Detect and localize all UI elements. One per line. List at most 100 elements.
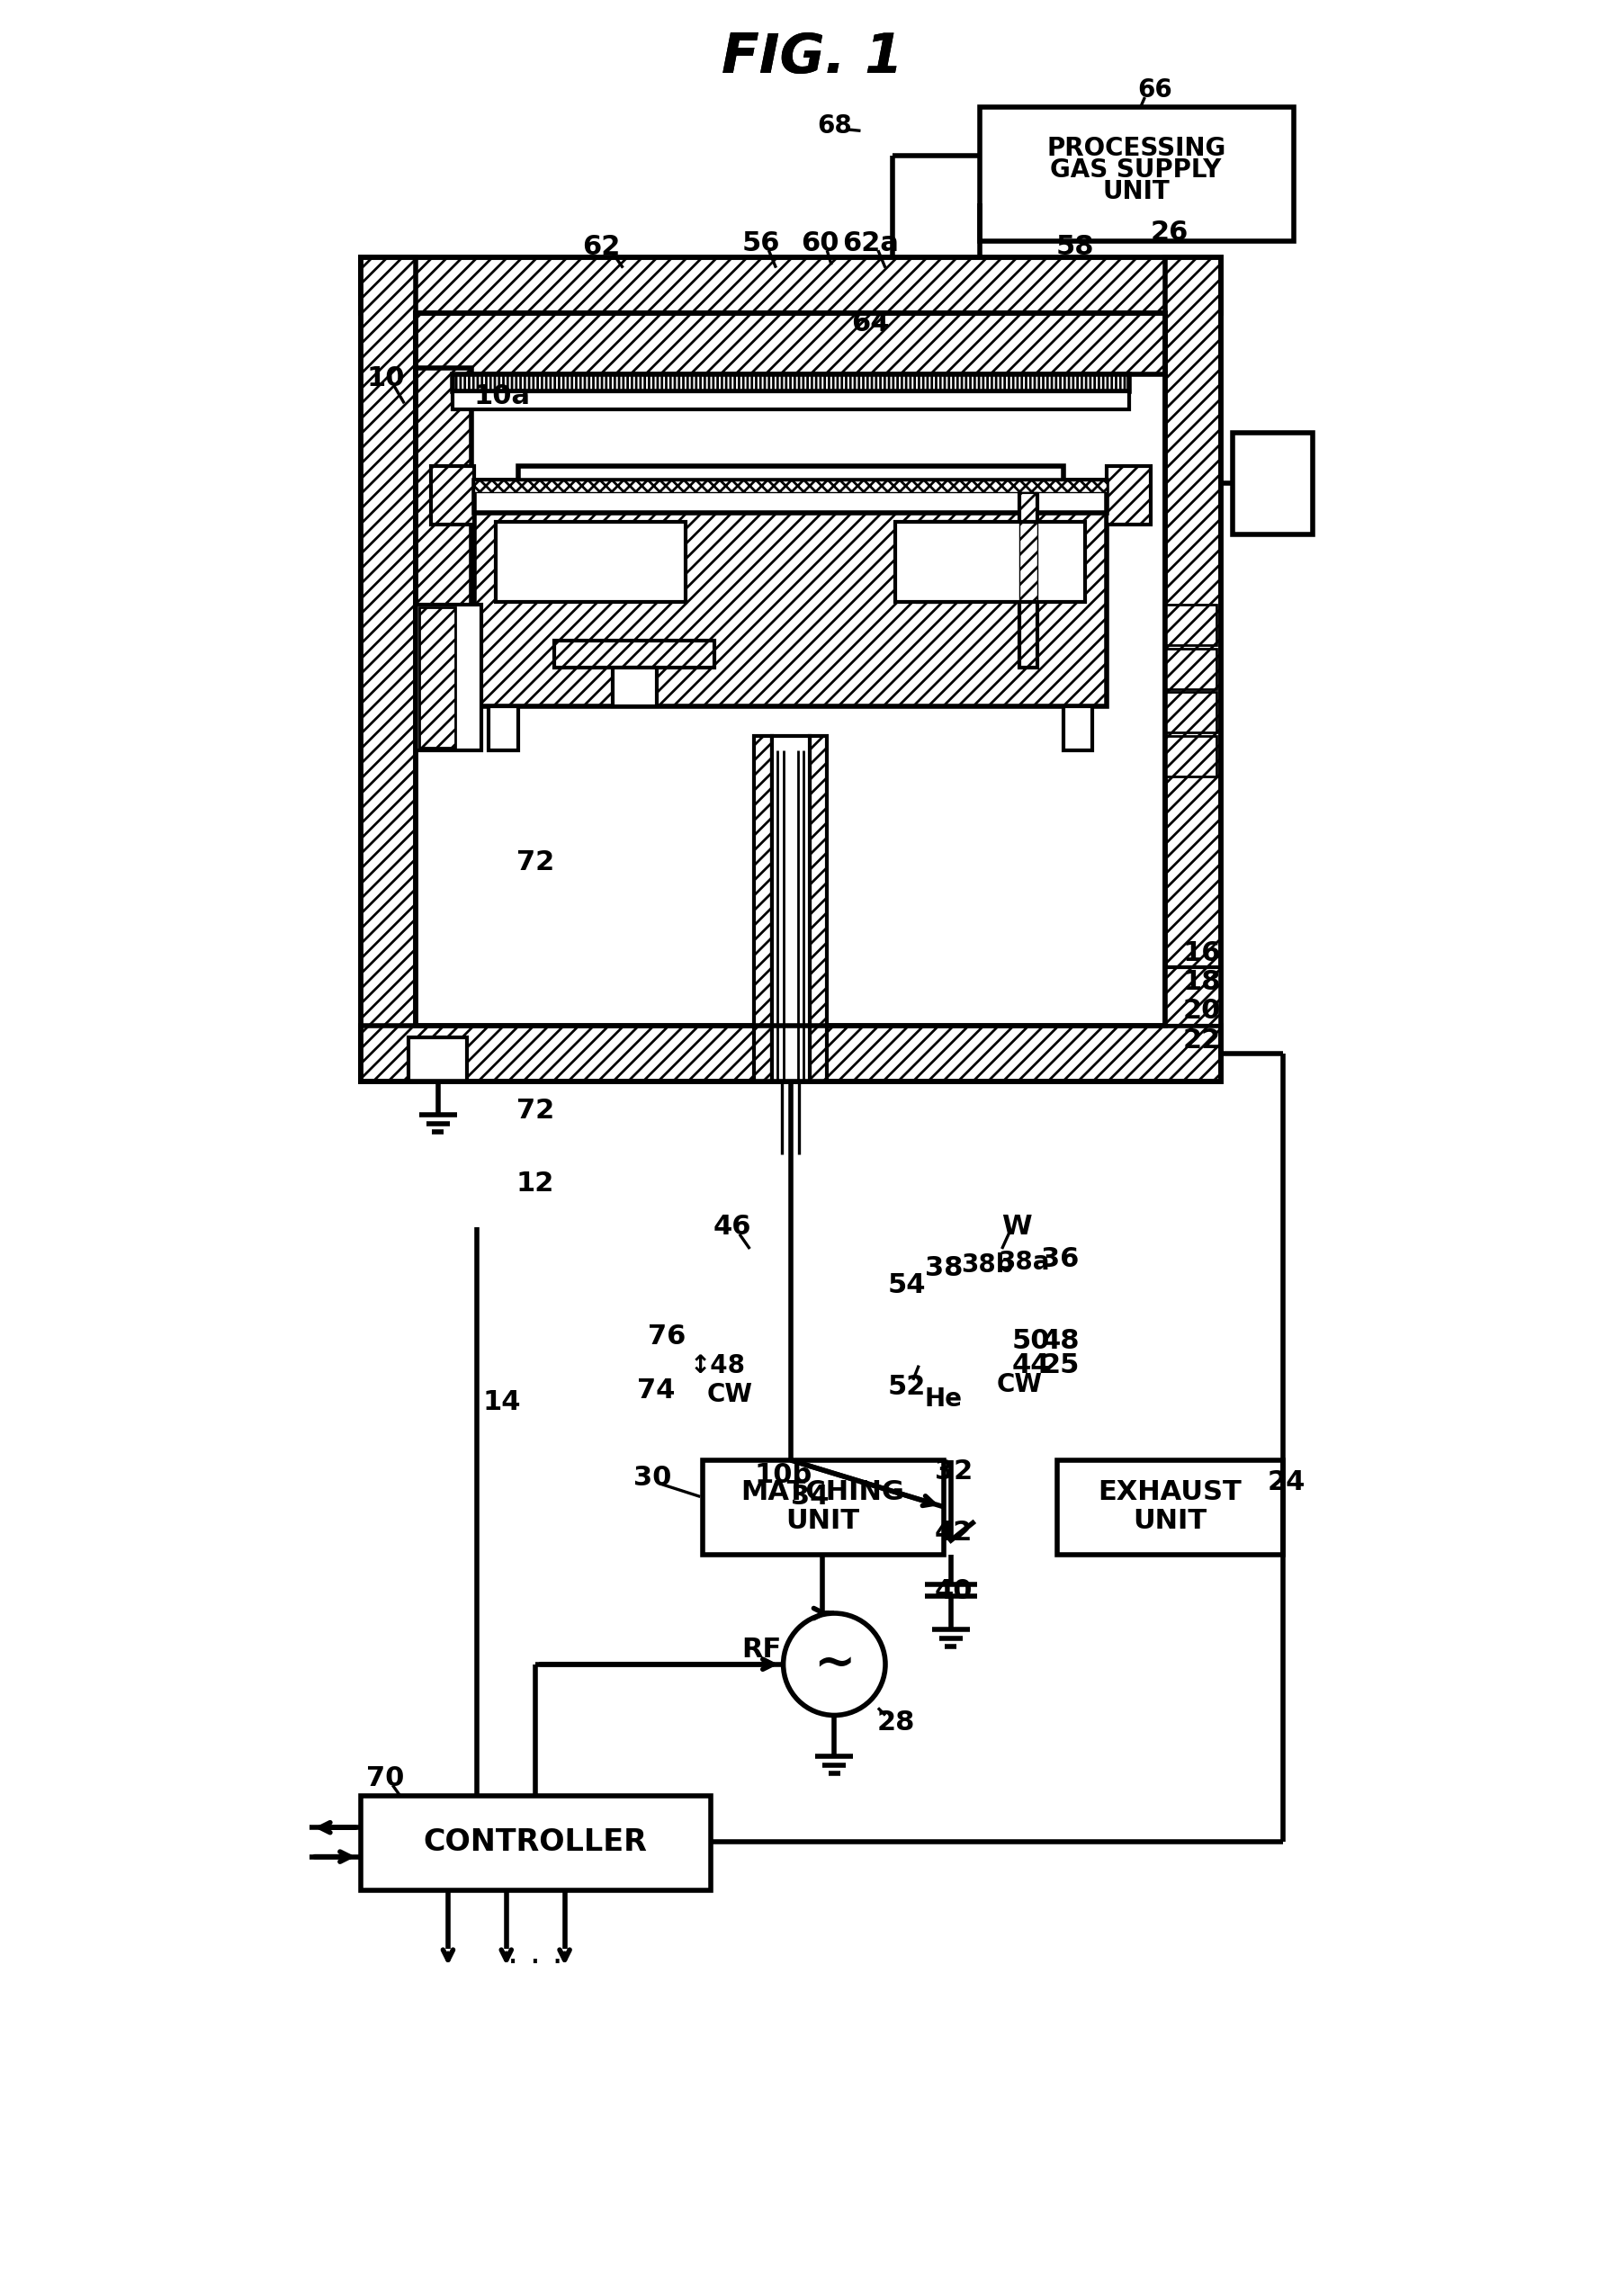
Text: 76: 76 [648, 1324, 685, 1349]
Text: 12: 12 [516, 1169, 554, 1196]
Text: FIG. 1: FIG. 1 [721, 32, 903, 84]
Bar [918, 522, 961, 602]
Text: 70: 70 [365, 1764, 404, 1791]
Text: 72: 72 [516, 850, 554, 875]
Text: W: W [1000, 1215, 1031, 1240]
Bar [416, 312, 1164, 1026]
Text: 34: 34 [789, 1484, 828, 1509]
Text: 46: 46 [713, 1215, 750, 1240]
Text: 16: 16 [1182, 939, 1220, 966]
Bar [489, 706, 518, 750]
Text: 74: 74 [637, 1377, 676, 1404]
Bar [1164, 969, 1220, 1026]
Text: 26: 26 [1150, 219, 1189, 246]
Text: 18: 18 [1182, 969, 1220, 996]
Text: 24: 24 [1267, 1470, 1304, 1495]
Bar [361, 1796, 710, 1889]
Bar [1164, 693, 1215, 734]
Bar [416, 604, 481, 750]
Text: ~: ~ [814, 1641, 854, 1689]
Bar [416, 312, 1164, 374]
Text: CW: CW [996, 1372, 1043, 1397]
Text: 56: 56 [742, 230, 780, 255]
Bar [451, 374, 1129, 392]
Text: 40: 40 [934, 1579, 973, 1604]
Bar [474, 481, 1106, 706]
Bar [361, 1026, 1220, 1080]
Text: 10b: 10b [754, 1461, 812, 1488]
Text: PROCESSING: PROCESSING [1046, 137, 1224, 162]
Text: 38b: 38b [960, 1251, 1013, 1279]
Text: 44: 44 [1012, 1351, 1049, 1379]
Bar [979, 107, 1293, 242]
Text: 68: 68 [817, 114, 851, 139]
Text: · · ·: · · · [507, 1946, 564, 1980]
Bar [361, 258, 1220, 312]
Text: RF: RF [741, 1636, 781, 1664]
Bar [809, 736, 827, 1080]
Text: 52: 52 [888, 1374, 926, 1399]
Text: 42: 42 [934, 1520, 973, 1545]
Text: 22: 22 [1182, 1028, 1220, 1053]
Text: 25: 25 [1041, 1351, 1078, 1379]
Bar [1106, 465, 1150, 524]
Bar [1062, 706, 1091, 750]
Text: ↕48: ↕48 [690, 1354, 745, 1379]
Bar [474, 481, 1106, 513]
Bar [754, 736, 771, 1080]
Text: 32: 32 [934, 1459, 973, 1486]
Text: CONTROLLER: CONTROLLER [424, 1828, 646, 1857]
Bar [518, 465, 1062, 481]
Bar [703, 1461, 944, 1554]
Bar [361, 258, 416, 1080]
Text: CW: CW [706, 1381, 752, 1406]
Bar [1018, 492, 1036, 668]
Bar [361, 258, 1220, 1080]
Bar [1164, 258, 1220, 1080]
Text: 62: 62 [581, 235, 620, 260]
Bar [1231, 433, 1312, 536]
Text: 60: 60 [801, 230, 838, 255]
Bar [612, 668, 656, 706]
Text: 72: 72 [516, 1096, 554, 1124]
Text: UNIT: UNIT [786, 1509, 859, 1534]
Text: 20: 20 [1182, 998, 1220, 1023]
Bar [409, 1037, 466, 1080]
Bar [1164, 647, 1215, 688]
Text: 50: 50 [1012, 1329, 1049, 1354]
Text: 66: 66 [1137, 77, 1173, 103]
Text: 36: 36 [1041, 1247, 1078, 1272]
Text: UNIT: UNIT [1132, 1509, 1207, 1534]
Text: UNIT: UNIT [1101, 180, 1169, 205]
Text: 38a: 38a [997, 1249, 1049, 1274]
Bar [416, 369, 471, 631]
Bar [771, 736, 809, 1080]
Circle shape [783, 1614, 885, 1716]
Bar [1057, 1461, 1283, 1554]
Text: 48: 48 [1041, 1329, 1078, 1354]
Text: 10: 10 [365, 365, 404, 392]
Text: 30: 30 [633, 1465, 671, 1490]
Bar [419, 608, 455, 748]
Text: 14: 14 [482, 1388, 521, 1415]
Text: 38: 38 [924, 1256, 961, 1281]
Bar [451, 392, 1129, 410]
Text: He: He [924, 1386, 961, 1411]
Text: 54: 54 [888, 1272, 926, 1299]
Text: EXHAUST: EXHAUST [1098, 1479, 1241, 1506]
Bar [474, 481, 1106, 492]
Text: MATCHING: MATCHING [741, 1479, 905, 1506]
Bar [554, 640, 715, 668]
Bar [451, 374, 1129, 392]
Text: 62a: 62a [841, 230, 898, 255]
Bar [495, 522, 685, 602]
Text: 58: 58 [1056, 235, 1093, 260]
Bar [1164, 736, 1215, 777]
Text: 64: 64 [851, 310, 890, 337]
Bar [1164, 604, 1215, 645]
Text: 28: 28 [875, 1709, 914, 1737]
Text: FIG. 1: FIG. 1 [721, 32, 903, 84]
Bar [430, 465, 474, 524]
Bar [895, 522, 1085, 602]
Text: 10a: 10a [473, 383, 529, 410]
